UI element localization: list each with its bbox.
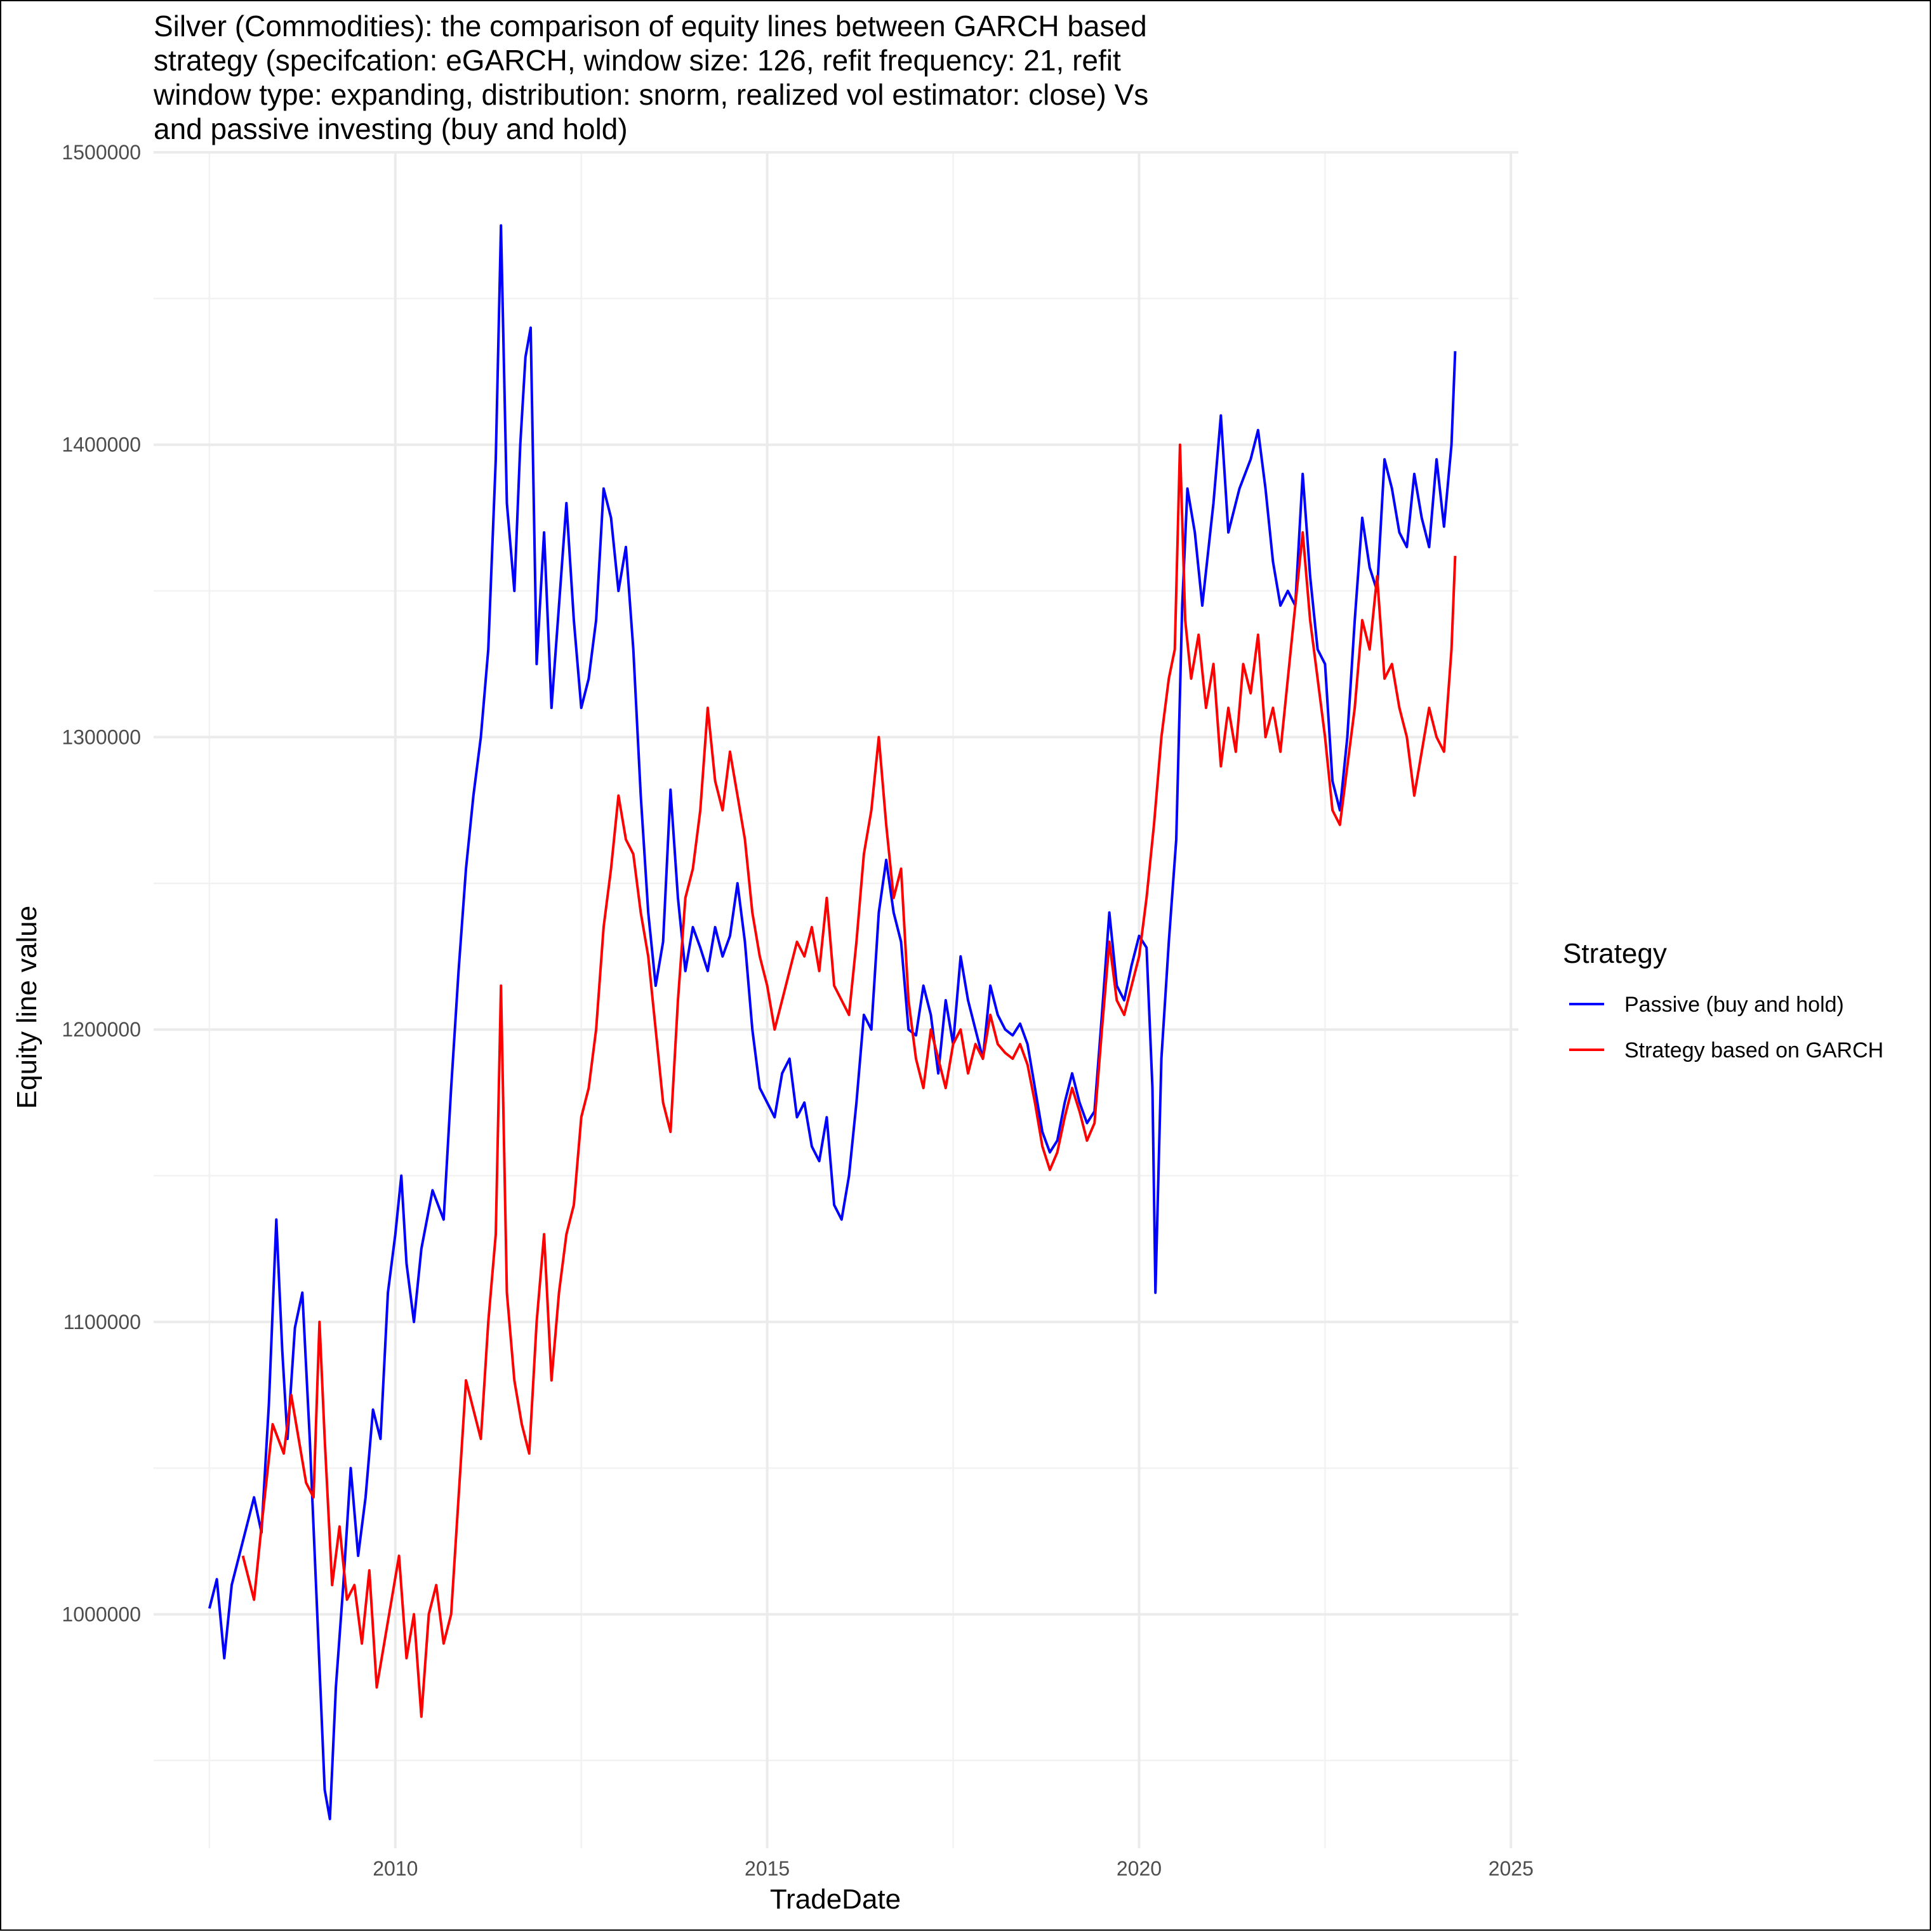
chart-title-line-3: window type: expanding, distribution: sn… [153,78,1148,111]
y-tick-label: 1200000 [62,1018,141,1041]
legend-label-garch: Strategy based on GARCH [1624,1038,1883,1062]
chart-title-line-4: and passive investing (buy and hold) [154,112,628,145]
y-tick-label: 1100000 [63,1311,141,1333]
chart-title: Silver (Commodities): the comparison of … [153,10,1148,145]
x-tick-label: 2025 [1489,1857,1534,1880]
tick-labels: 1000000 1100000 1200000 1300000 1400000 15000… [62,141,1533,1880]
series-line-passive [208,224,1457,1820]
y-tick-label: 1400000 [62,433,141,456]
x-tick-label: 2020 [1117,1857,1162,1880]
series-line-garch [241,443,1457,1718]
y-tick-label: 1300000 [62,725,141,748]
legend: Strategy Passive (buy and hold) Strategy… [1563,938,1883,1062]
chart-title-line-2: strategy (specifcation: eGARCH, window s… [154,44,1121,77]
y-tick-label: 1000000 [62,1603,141,1625]
y-axis-title: Equity line value [11,906,43,1109]
x-tick-label: 2010 [373,1857,418,1880]
legend-label-passive: Passive (buy and hold) [1624,993,1844,1017]
legend-title: Strategy [1563,938,1667,969]
series-lines [208,224,1457,1820]
grid [154,151,1518,1848]
x-axis-title: TradeDate [770,1884,901,1915]
y-tick-label: 1500000 [62,141,141,164]
x-tick-label: 2015 [745,1857,790,1880]
chart-title-line-1: Silver (Commodities): the comparison of … [154,10,1147,43]
